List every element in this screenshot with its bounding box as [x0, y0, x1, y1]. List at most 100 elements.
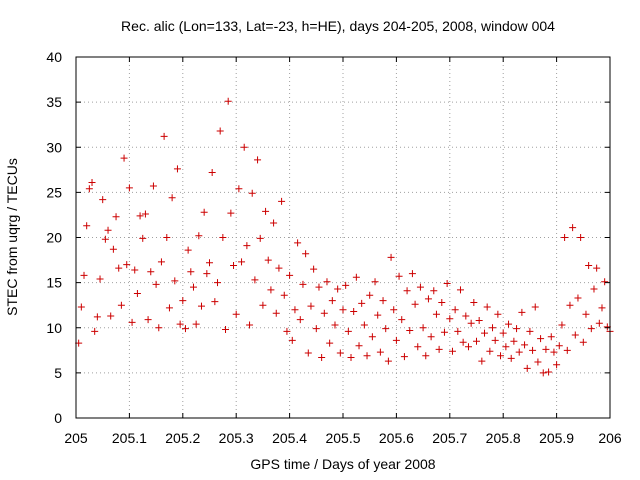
- data-point: [296, 316, 304, 324]
- data-point: [416, 283, 424, 291]
- data-point: [160, 132, 168, 140]
- data-point: [481, 329, 489, 337]
- data-point: [545, 368, 553, 376]
- chart-title: Rec. alic (Lon=133, Lat=-23, h=HE), days…: [121, 18, 555, 34]
- data-point: [280, 291, 288, 299]
- data-point: [168, 194, 176, 202]
- y-tick-labels: 0 5 10 15 20 25 30 35 40: [46, 49, 62, 426]
- data-point: [208, 169, 216, 177]
- data-point: [456, 286, 464, 294]
- data-point: [579, 338, 587, 346]
- data-point: [379, 297, 387, 305]
- y-tick-label: 10: [46, 320, 62, 336]
- data-point: [315, 283, 323, 291]
- data-point: [88, 178, 96, 186]
- data-point: [203, 270, 211, 278]
- data-point: [232, 310, 240, 318]
- data-point: [288, 336, 296, 344]
- y-tick-label: 25: [46, 184, 62, 200]
- data-point: [384, 357, 392, 365]
- data-point: [125, 184, 133, 192]
- data-point: [227, 209, 235, 217]
- data-point: [339, 306, 347, 314]
- data-point: [400, 353, 408, 361]
- data-point: [462, 312, 470, 320]
- x-tick-label: 205: [64, 430, 88, 446]
- data-point: [521, 341, 529, 349]
- data-point: [224, 97, 232, 105]
- data-point: [107, 312, 115, 320]
- data-point: [531, 303, 539, 311]
- data-point: [513, 325, 521, 333]
- data-point: [187, 268, 195, 276]
- data-point: [510, 337, 518, 345]
- data-point: [550, 348, 558, 356]
- data-point: [408, 270, 416, 278]
- x-tick-label: 205.5: [325, 430, 360, 446]
- data-point: [390, 306, 398, 314]
- data-point: [272, 309, 280, 317]
- data-point: [117, 301, 125, 309]
- data-point: [149, 182, 157, 190]
- data-point: [283, 327, 291, 335]
- data-point: [574, 294, 582, 302]
- data-point: [181, 325, 189, 333]
- data-point: [438, 298, 446, 306]
- data-point: [264, 256, 272, 264]
- data-point: [80, 271, 88, 279]
- data-point: [240, 143, 248, 151]
- data-point: [304, 349, 312, 357]
- data-point: [467, 319, 475, 327]
- data-point: [502, 343, 510, 351]
- data-point: [483, 303, 491, 311]
- data-point: [435, 345, 443, 353]
- data-point: [376, 348, 384, 356]
- data-point: [256, 234, 264, 242]
- data-point: [491, 336, 499, 344]
- data-point: [83, 222, 91, 230]
- data-point: [577, 234, 585, 241]
- data-point: [342, 281, 350, 289]
- y-axis-label: STEC from uqrg / TECUs: [4, 158, 20, 316]
- data-point: [355, 342, 363, 350]
- data-point: [267, 286, 275, 294]
- data-point: [542, 345, 550, 353]
- data-point: [326, 339, 334, 347]
- data-point: [147, 268, 155, 276]
- data-point: [144, 316, 152, 324]
- data-point: [189, 283, 197, 291]
- x-axis-label: GPS time / Days of year 2008: [250, 456, 435, 472]
- data-point: [312, 325, 320, 333]
- data-point: [104, 226, 112, 234]
- data-point: [440, 328, 448, 336]
- x-tick-labels: 205 205.1 205.2 205.3 205.4 205.5 205.6 205.7 20…: [64, 430, 622, 446]
- data-point: [518, 308, 526, 316]
- data-point: [91, 327, 99, 335]
- data-point: [192, 320, 200, 328]
- data-point: [430, 287, 438, 295]
- data-point: [523, 364, 531, 372]
- data-point: [173, 165, 181, 173]
- data-point: [558, 321, 566, 329]
- data-point: [475, 317, 483, 325]
- x-tick-label: 205.1: [112, 430, 147, 446]
- data-point: [497, 352, 505, 360]
- data-point: [328, 297, 336, 305]
- data-point: [489, 324, 497, 332]
- data-point: [555, 342, 563, 350]
- data-point: [120, 154, 128, 162]
- data-point: [214, 279, 222, 287]
- data-point: [448, 347, 456, 355]
- data-point: [216, 127, 224, 135]
- data-point: [387, 253, 395, 261]
- data-point: [235, 185, 243, 193]
- data-point: [197, 302, 205, 310]
- data-point: [494, 310, 502, 318]
- data-point: [302, 250, 310, 258]
- data-point: [141, 210, 149, 218]
- data-point: [478, 357, 486, 365]
- data-point: [539, 369, 547, 377]
- data-point: [286, 271, 294, 279]
- data-point: [115, 264, 123, 272]
- data-point: [155, 324, 163, 332]
